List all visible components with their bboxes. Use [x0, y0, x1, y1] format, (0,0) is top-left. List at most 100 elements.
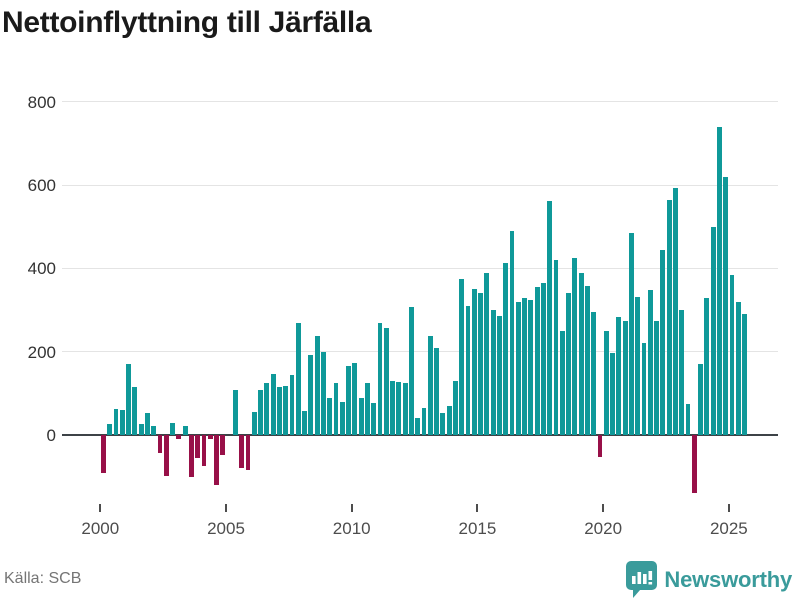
x-axis-tick: [727, 504, 730, 512]
x-axis-tick-label: 2000: [81, 519, 120, 538]
bar-2005-Q4: [245, 435, 251, 470]
bar-2011-Q4: [396, 381, 402, 435]
bar-2007-Q1: [277, 386, 282, 435]
bar-2024-Q2: [710, 226, 716, 435]
y-axis-tick-label: 800: [27, 92, 56, 112]
bar-2012-Q3: [415, 417, 421, 435]
bar-2003-Q3: [189, 435, 194, 477]
bar-2010-Q4: [371, 402, 377, 435]
bar-2011-Q3: [390, 380, 395, 435]
bar-2003-Q1: [176, 435, 182, 440]
bar-2013-Q1: [427, 335, 433, 435]
bar-2018-Q2: [559, 330, 565, 435]
y-axis-tick-label: 0: [46, 426, 56, 445]
y-axis-tick-label: 400: [27, 259, 56, 279]
bar-2016-Q3: [515, 301, 521, 435]
source-note: Källa: SCB: [4, 570, 82, 587]
x-axis-line: [62, 434, 778, 436]
bar-2008-Q2: [308, 355, 314, 435]
bar-2021-Q3: [641, 343, 647, 435]
bar-2016-Q4: [522, 297, 527, 435]
y-gridline: [62, 351, 778, 353]
bar-2010-Q3: [365, 382, 370, 435]
bar-2013-Q2: [434, 347, 439, 435]
x-axis-tick: [99, 504, 102, 512]
bar-2024-Q3: [717, 126, 722, 435]
bar-2021-Q1: [629, 232, 634, 435]
bar-2001-Q2: [132, 387, 138, 435]
bar-2019-Q1: [578, 272, 584, 435]
x-axis-tick-label: 2025: [709, 519, 748, 538]
bar-2000-Q1: [101, 435, 106, 473]
bar-2006-Q2: [258, 390, 263, 435]
bar-2008-Q1: [302, 411, 307, 435]
bar-2001-Q3: [138, 424, 144, 435]
chart-title: Nettoinflyttning till Järfälla: [2, 6, 372, 39]
bar-2006-Q3: [264, 382, 270, 435]
bar-2024-Q1: [704, 297, 710, 435]
bar-2012-Q1: [402, 382, 408, 435]
bar-2019-Q4: [597, 435, 603, 457]
brand-footer[interactable]: Newsworthy: [626, 561, 792, 598]
bar-2000-Q4: [119, 410, 125, 435]
y-axis-tick-label: 200: [27, 342, 56, 362]
bar-2004-Q4: [220, 435, 226, 455]
bar-2001-Q4: [145, 413, 150, 435]
x-axis-tick: [225, 504, 227, 512]
bar-2016-Q2: [509, 230, 515, 435]
bar-2008-Q3: [314, 335, 320, 435]
bar-2017-Q2: [534, 287, 540, 435]
bar-2022-Q4: [673, 187, 678, 435]
bar-2023-Q4: [698, 364, 703, 435]
bar-2025-Q1: [729, 274, 735, 435]
bar-2013-Q4: [446, 406, 452, 435]
bar-2007-Q4: [295, 323, 301, 435]
bar-2015-Q2: [484, 272, 490, 435]
bar-2022-Q3: [666, 199, 672, 435]
bar-2009-Q1: [327, 398, 333, 435]
bar-2023-Q3: [691, 435, 697, 493]
bar-2015-Q4: [497, 316, 502, 435]
y-gridline: [62, 267, 778, 269]
bar-2020-Q4: [622, 320, 628, 435]
bar-2015-Q3: [490, 310, 496, 435]
x-axis-tick: [602, 504, 605, 512]
y-axis-tick-label: 600: [27, 176, 56, 195]
bar-2018-Q4: [572, 257, 578, 435]
bar-2014-Q2: [459, 278, 465, 435]
bar-2002-Q1: [151, 426, 157, 435]
bar-2019-Q3: [591, 311, 597, 435]
bar-2022-Q2: [660, 250, 666, 435]
brand-name: Newsworthy: [664, 566, 792, 592]
bar-2007-Q2: [283, 385, 289, 435]
bar-2002-Q2: [157, 435, 163, 453]
bar-2025-Q2: [735, 301, 741, 435]
bar-2010-Q2: [358, 397, 364, 435]
bar-2005-Q2: [233, 390, 238, 435]
bar-2012-Q2: [409, 306, 414, 435]
bar-2004-Q3: [214, 435, 219, 485]
x-axis-tick: [476, 504, 479, 512]
x-axis-tick-label: 2020: [584, 519, 623, 538]
bar-2014-Q1: [453, 381, 458, 435]
bar-2009-Q3: [339, 402, 345, 435]
bar-2017-Q1: [528, 299, 534, 435]
bar-2021-Q2: [635, 297, 641, 435]
bar-2009-Q2: [333, 382, 339, 435]
bar-2006-Q1: [251, 412, 257, 435]
x-axis-tick-label: 2015: [458, 519, 497, 538]
bar-2002-Q4: [170, 422, 175, 435]
bar-2000-Q3: [113, 409, 119, 435]
bar-2010-Q1: [352, 363, 358, 435]
bar-2005-Q3: [239, 435, 245, 468]
x-axis-tick: [350, 504, 353, 512]
bar-2013-Q3: [440, 412, 446, 435]
bar-2012-Q4: [421, 407, 427, 435]
bar-2019-Q2: [585, 286, 590, 435]
bar-2001-Q1: [126, 364, 131, 435]
bar-2020-Q3: [616, 316, 622, 435]
bar-2003-Q2: [182, 425, 188, 435]
bar-2007-Q3: [289, 374, 295, 435]
newsworthy-logo-icon: [626, 561, 658, 598]
